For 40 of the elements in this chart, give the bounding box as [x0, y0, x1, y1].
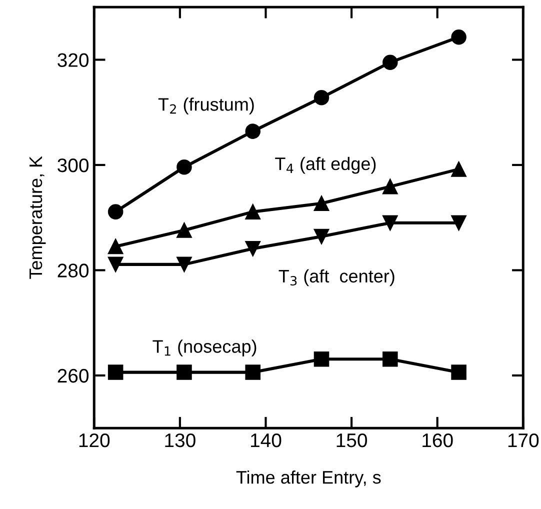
- point: [382, 54, 398, 70]
- point: [176, 222, 192, 238]
- point: [176, 364, 192, 380]
- series-label: T$_{2}$ (frustum): [158, 98, 254, 114]
- point: [451, 29, 466, 45]
- point: [245, 124, 261, 139]
- x-axis-title: Time after Entry, s: [236, 470, 381, 488]
- y-tick-label: 260: [58, 368, 89, 383]
- x-tick-label: 160: [422, 433, 453, 448]
- x-tick-label: 140: [251, 433, 282, 448]
- point: [451, 364, 466, 380]
- x-tick-label: 150: [336, 433, 368, 448]
- point: [108, 204, 124, 220]
- point: [314, 196, 330, 212]
- point: [245, 364, 261, 380]
- x-tick-label: 120: [79, 433, 110, 448]
- point: [314, 90, 330, 106]
- x-tick-label: 130: [165, 433, 196, 448]
- series-label: T$_{3}$ (aft center): [278, 269, 394, 286]
- point: [382, 352, 398, 367]
- point: [451, 215, 466, 230]
- point: [245, 241, 261, 256]
- point: [108, 256, 124, 272]
- y-tick-label: 280: [58, 264, 89, 278]
- point: [108, 364, 124, 380]
- series-label: T$_{1}$ (nosecap): [152, 340, 256, 356]
- point: [314, 228, 330, 244]
- point: [245, 204, 261, 220]
- point: [314, 352, 330, 367]
- point: [451, 162, 466, 177]
- y-tick-label: 320: [58, 53, 89, 67]
- y-axis-title: Temperature, K: [30, 156, 46, 279]
- point: [176, 256, 192, 272]
- series-label: T$_{4}$ (aft edge): [275, 156, 376, 174]
- point: [382, 178, 398, 194]
- point: [176, 159, 192, 175]
- point: [382, 215, 398, 230]
- y-tick-label: 300: [58, 158, 89, 172]
- x-tick-label: 170: [508, 433, 539, 448]
- point: [108, 238, 124, 254]
